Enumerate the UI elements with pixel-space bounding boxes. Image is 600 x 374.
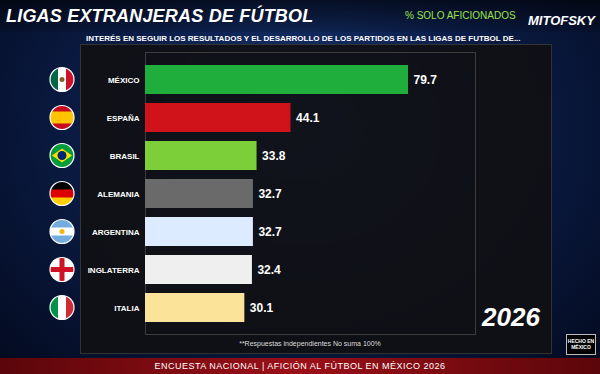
- svg-text:32.7: 32.7: [258, 225, 282, 239]
- svg-text:ARGENTINA: ARGENTINA: [92, 228, 140, 237]
- svg-text:79.7: 79.7: [414, 73, 438, 87]
- html-text:2026: 2026: [482, 302, 540, 332]
- svg-text:44.1: 44.1: [296, 111, 320, 125]
- html-text:INTERÉS EN SEGUIR LOS RESULTAD: INTERÉS EN SEGUIR LOS RESULTADOS Y EL DE…: [86, 34, 521, 43]
- svg-text:ITALIA: ITALIA: [114, 304, 139, 313]
- html-text:MITOFSKY: MITOFSKY: [528, 13, 595, 28]
- svg-text:BRASIL: BRASIL: [110, 152, 140, 161]
- svg-text:30.1: 30.1: [250, 301, 274, 315]
- html-text:% SOLO AFICIONADOS: % SOLO AFICIONADOS: [405, 10, 516, 21]
- html-text:HECHO EN MÉXICO: HECHO EN MÉXICO: [567, 338, 595, 350]
- svg-text:INGLATERRA: INGLATERRA: [88, 266, 140, 275]
- svg-text:32.4: 32.4: [257, 263, 281, 277]
- svg-text:32.7: 32.7: [258, 187, 282, 201]
- html-text:LIGAS EXTRANJERAS DE FÚTBOL: LIGAS EXTRANJERAS DE FÚTBOL: [6, 6, 314, 26]
- svg-text:MÉXICO: MÉXICO: [108, 76, 140, 85]
- html-text:**Respuestas independientes No: **Respuestas independientes No suma 100%: [239, 340, 381, 347]
- svg-text:33.8: 33.8: [262, 149, 286, 163]
- svg-text:ALEMANIA: ALEMANIA: [97, 190, 139, 199]
- svg-text:ESPAÑA: ESPAÑA: [107, 114, 140, 123]
- html-text:ENCUESTA NACIONAL | AFICIÓN AL: ENCUESTA NACIONAL | AFICIÓN AL FÚTBOL EN…: [154, 361, 446, 371]
